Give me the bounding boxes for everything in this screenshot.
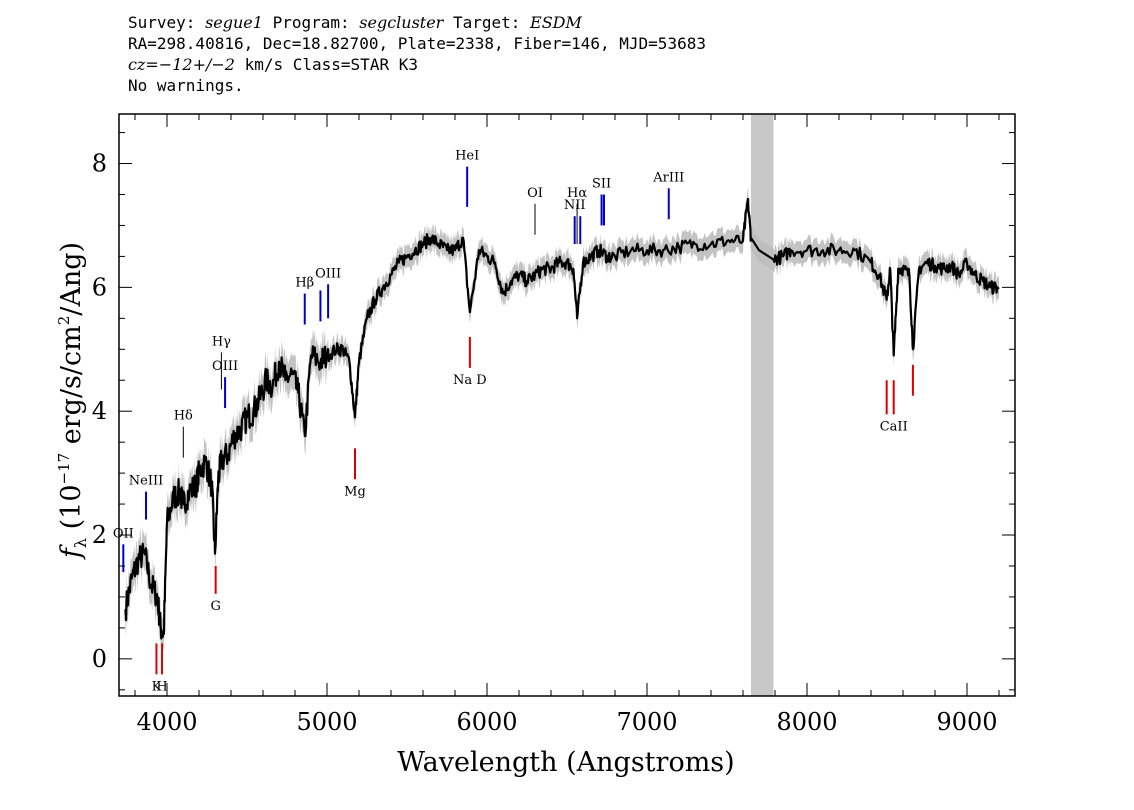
- cz-label: cz=: [128, 55, 159, 74]
- line-label-caii: CaII: [880, 419, 908, 434]
- line-label-h: Hβ: [295, 276, 314, 291]
- header-line-survey: Survey: segue1 Program: segcluster Targe…: [128, 12, 706, 33]
- plot-frame: [118, 113, 1016, 697]
- line-label-oi: OI: [527, 186, 543, 201]
- x-tick-label: 8000: [776, 708, 837, 736]
- line-label-oii: OII: [113, 526, 134, 541]
- flux-line: [124, 197, 1000, 640]
- line-label-g: G: [210, 599, 220, 614]
- cz-value: −12+/−2: [158, 55, 235, 74]
- line-label-h: H: [156, 679, 167, 694]
- program-value: segcluster: [359, 13, 444, 32]
- survey-value: segue1: [205, 13, 263, 32]
- survey-label: Survey:: [128, 13, 206, 32]
- line-label-nad: Na D: [453, 373, 487, 388]
- x-tick-label: 6000: [456, 708, 517, 736]
- x-tick-label: 9000: [936, 708, 997, 736]
- x-axis-label: Wavelength (Angstroms): [397, 747, 734, 778]
- line-label-oiii: OIII: [212, 359, 238, 374]
- x-tick-label: 7000: [616, 708, 677, 736]
- spectrum-header: Survey: segue1 Program: segcluster Targe…: [128, 12, 706, 96]
- line-label-neiii: NeIII: [129, 474, 163, 489]
- header-line-coordinates: RA=298.40816, Dec=18.82700, Plate=2338, …: [128, 34, 706, 53]
- x-tick-label: 4000: [136, 708, 197, 736]
- header-line-warnings: No warnings.: [128, 76, 244, 95]
- line-label-sii: SII: [592, 176, 611, 191]
- x-tick-label: 5000: [296, 708, 357, 736]
- header-line-redshift: cz=−12+/−2 km/s Class=STAR K3: [128, 54, 706, 75]
- y-axis-label: fλ (10−17 erg/s/cm2/Ang): [55, 242, 90, 560]
- y-tick-label: 0: [92, 645, 107, 673]
- line-label-oiii: OIII: [315, 266, 341, 281]
- line-label-ariii: ArIII: [652, 170, 684, 185]
- line-label-k: K: [152, 679, 162, 694]
- masked-region-band: [751, 114, 774, 696]
- y-tick-label: 2: [92, 521, 107, 549]
- line-label-h: Hγ: [212, 334, 231, 349]
- cz-unit-class: km/s Class=STAR K3: [234, 55, 418, 74]
- program-label: Program:: [262, 13, 360, 32]
- y-tick-label: 6: [92, 273, 107, 301]
- line-label-hei: HeI: [455, 149, 479, 164]
- line-label-mg: Mg: [344, 484, 366, 499]
- line-label-nii: NII: [564, 198, 586, 213]
- y-tick-label: 4: [92, 397, 107, 425]
- line-label-h: Hα: [567, 186, 587, 201]
- target-value: ESDM: [530, 13, 582, 32]
- flux-error-band: [125, 187, 999, 656]
- target-label: Target:: [443, 13, 531, 32]
- y-tick-label: 8: [92, 150, 107, 178]
- line-label-h: Hδ: [174, 409, 193, 424]
